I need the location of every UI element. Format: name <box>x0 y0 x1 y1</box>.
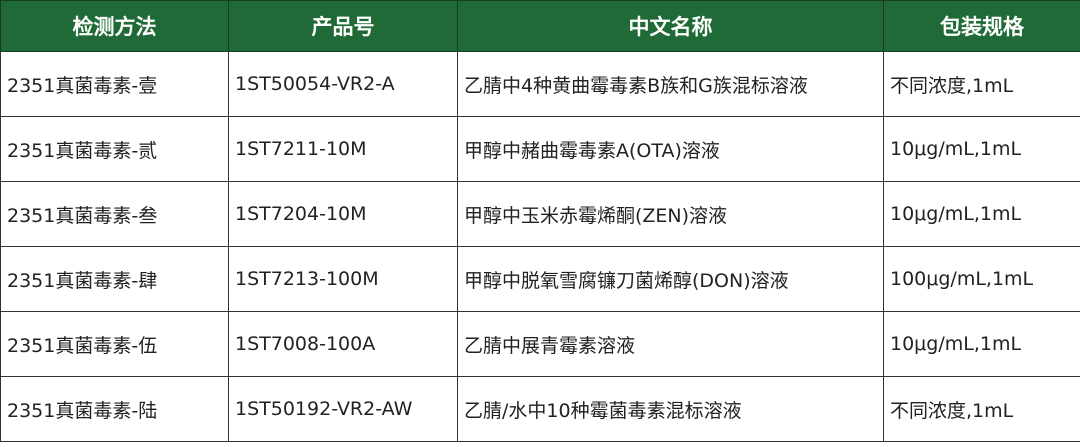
cell-method: 2351真菌毒素-陆 <box>0 376 229 442</box>
cell-package: 10μg/mL,1mL <box>883 116 1080 182</box>
cell-package: 100μg/mL,1mL <box>883 246 1080 312</box>
header-chinese-name: 中文名称 <box>457 0 884 52</box>
cell-package: 10μg/mL,1mL <box>883 181 1080 247</box>
cell-method: 2351真菌毒素-伍 <box>0 311 229 377</box>
cell-product-no: 1ST50054-VR2-A <box>228 51 458 117</box>
cell-method: 2351真菌毒素-叁 <box>0 181 229 247</box>
cell-method: 2351真菌毒素-肆 <box>0 246 229 312</box>
table-row: 2351真菌毒素-壹 1ST50054-VR2-A 乙腈中4种黄曲霉毒素B族和G族混… <box>0 51 1080 117</box>
header-method: 检测方法 <box>0 0 229 52</box>
header-row: 检测方法 产品号 中文名称 包装规格 <box>0 0 1080 52</box>
cell-chinese-name: 乙腈中4种黄曲霉毒素B族和G族混标溶液 <box>457 51 884 117</box>
cell-product-no: 1ST7204-10M <box>228 181 458 247</box>
table-row: 2351真菌毒素-贰 1ST7211-10M 甲醇中赭曲霉毒素A(OTA)溶液 10μ… <box>0 116 1080 182</box>
cell-method: 2351真菌毒素-贰 <box>0 116 229 182</box>
table-row: 2351真菌毒素-伍 1ST7008-100A 乙腈中展青霉素溶液 10μg/mL,1… <box>0 311 1080 377</box>
cell-chinese-name: 乙腈中展青霉素溶液 <box>457 311 884 377</box>
cell-product-no: 1ST50192-VR2-AW <box>228 376 458 442</box>
table-row: 2351真菌毒素-叁 1ST7204-10M 甲醇中玉米赤霉烯酮(ZEN)溶液 10μ… <box>0 181 1080 247</box>
cell-chinese-name: 甲醇中玉米赤霉烯酮(ZEN)溶液 <box>457 181 884 247</box>
cell-chinese-name: 甲醇中脱氧雪腐镰刀菌烯醇(DON)溶液 <box>457 246 884 312</box>
cell-product-no: 1ST7213-100M <box>228 246 458 312</box>
cell-product-no: 1ST7211-10M <box>228 116 458 182</box>
table-row: 2351真菌毒素-陆 1ST50192-VR2-AW 乙腈/水中10种霉菌毒素混标溶… <box>0 376 1080 442</box>
cell-chinese-name: 甲醇中赭曲霉毒素A(OTA)溶液 <box>457 116 884 182</box>
cell-chinese-name: 乙腈/水中10种霉菌毒素混标溶液 <box>457 376 884 442</box>
table-row: 2351真菌毒素-肆 1ST7213-100M 甲醇中脱氧雪腐镰刀菌烯醇(DON)溶… <box>0 246 1080 312</box>
header-package: 包装规格 <box>883 0 1080 52</box>
cell-package: 不同浓度,1mL <box>883 376 1080 442</box>
cell-package: 10μg/mL,1mL <box>883 311 1080 377</box>
cell-method: 2351真菌毒素-壹 <box>0 51 229 117</box>
cell-package: 不同浓度,1mL <box>883 51 1080 117</box>
header-product-no: 产品号 <box>228 0 458 52</box>
cell-product-no: 1ST7008-100A <box>228 311 458 377</box>
